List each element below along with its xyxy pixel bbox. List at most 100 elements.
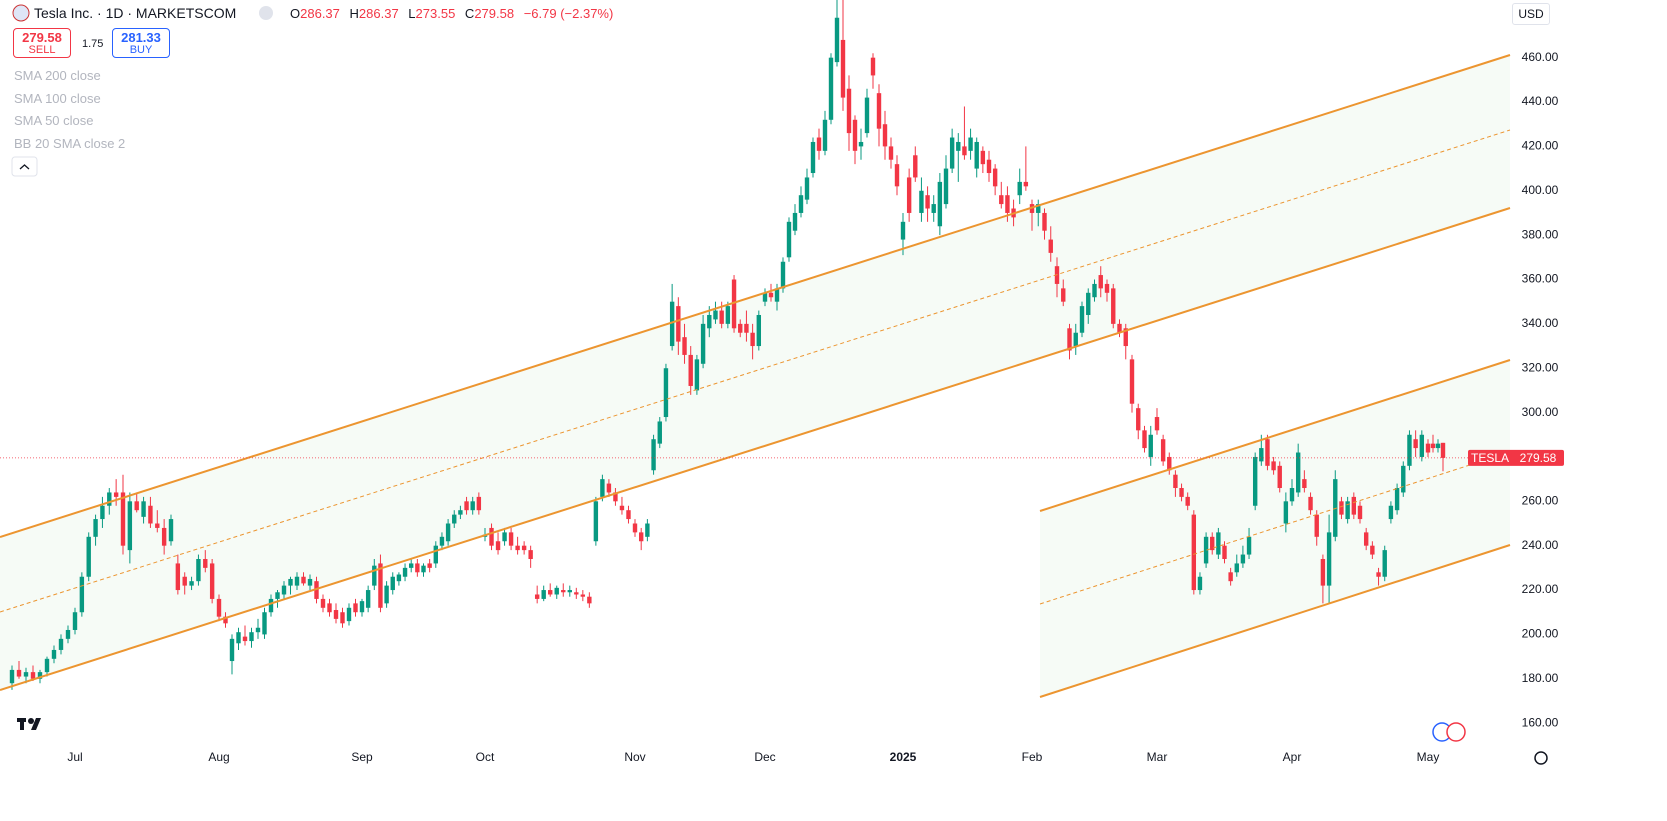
candle-body [567,590,572,593]
candle-body [464,501,469,511]
x-tick-label: Apr [1283,750,1302,764]
y-tick-label: 340.00 [1522,316,1559,330]
candle-body [900,221,906,240]
candle-body [1283,501,1289,524]
candle-body [79,576,85,613]
currency-button[interactable]: USD [1512,3,1550,25]
candle-body [638,532,644,542]
indicator[interactable]: SMA 50 close [14,113,94,128]
candle-body [307,578,313,586]
collapse-legend[interactable] [11,156,38,177]
candle-body [937,181,943,227]
candle-body [489,527,494,546]
candle-body [713,310,718,320]
candle-body [1320,558,1326,586]
candle-body [216,598,222,617]
candle-body [281,585,287,595]
candle-body [314,581,319,599]
candle-body [1234,563,1239,573]
candle-body [750,332,755,347]
candle-body [943,168,949,205]
candle-body [731,279,737,329]
candle-body [840,39,846,98]
y-tick-label: 260.00 [1522,493,1559,507]
candle-body [1179,488,1184,497]
sell-button[interactable]: 279.58 SELL [13,28,71,58]
candle-body [694,359,700,391]
flags-icon [1432,722,1466,742]
candle-body [1440,442,1446,458]
candle-body [913,155,918,178]
candle-body [1210,536,1215,551]
candle-body [822,119,828,151]
candle-body [515,545,520,551]
candle-body [682,337,687,355]
candle-body [919,190,924,213]
candle-body [1357,505,1363,520]
candle-body [554,587,559,595]
collapse-button[interactable] [259,6,273,20]
last-price-label: 279.58 [1520,451,1557,465]
channel-fill [0,55,1510,690]
candle-body [561,590,566,593]
indicator[interactable]: BB 20 SMA close 2 [14,136,126,151]
candle-body [333,610,339,619]
sell-label: SELL [28,44,56,56]
candle-body [1388,505,1394,520]
symbol-title: Tesla Inc. · 1D · MARKETSCOM [34,5,237,21]
candle-body [986,159,992,174]
y-tick-label: 200.00 [1522,627,1559,641]
candle-body [651,439,656,471]
candle-body [1302,479,1307,489]
candle-body [828,57,834,120]
candle-body [521,545,527,551]
settings-icon[interactable] [1534,751,1548,765]
indicator[interactable]: SMA 100 close [14,91,101,106]
candle-body [1023,181,1029,187]
candle-body [1185,496,1190,506]
candle-body [1191,514,1197,591]
candle-body [242,636,248,642]
candle-body [645,523,650,537]
candle-body [1222,545,1227,559]
candle-body [925,195,930,209]
indicator[interactable]: SMA 200 close [14,68,101,83]
candle-body [768,292,774,298]
channel-line [1039,544,1511,698]
candle-body [65,629,71,639]
candle-body [888,146,894,160]
candle-body [86,536,91,577]
candle-body [1370,545,1375,555]
candle-body [458,510,463,515]
candle-body [262,612,267,635]
candle-body [786,221,792,258]
candle-body [864,97,870,134]
candle-body [587,596,592,604]
candle-body [72,612,78,630]
candle-body [1419,434,1425,457]
candle-body [249,632,254,642]
candle-body [1339,501,1344,515]
y-tick-label: 380.00 [1522,227,1559,241]
candle-body [876,93,882,129]
candle-body [956,141,961,151]
buy-button[interactable]: 281.33 BUY [112,28,170,58]
candle-body [294,576,300,586]
candle-body [541,590,546,599]
candle-body [632,523,638,533]
y-tick-label: 460.00 [1522,50,1559,64]
candle-body [1413,439,1418,449]
candle-body [619,505,625,511]
candle-body [196,558,201,582]
candle-body [1363,532,1369,546]
candle-body [780,261,786,289]
candle-body [1129,359,1135,404]
candle-body [1067,328,1072,351]
candle-body [1228,572,1233,582]
change: −6.79 (−2.37%) [523,6,614,21]
candle-body [427,563,432,568]
candle-body [1252,456,1258,506]
candle-body [1111,288,1116,324]
candle-body [1017,181,1022,196]
candle-body [852,119,858,151]
